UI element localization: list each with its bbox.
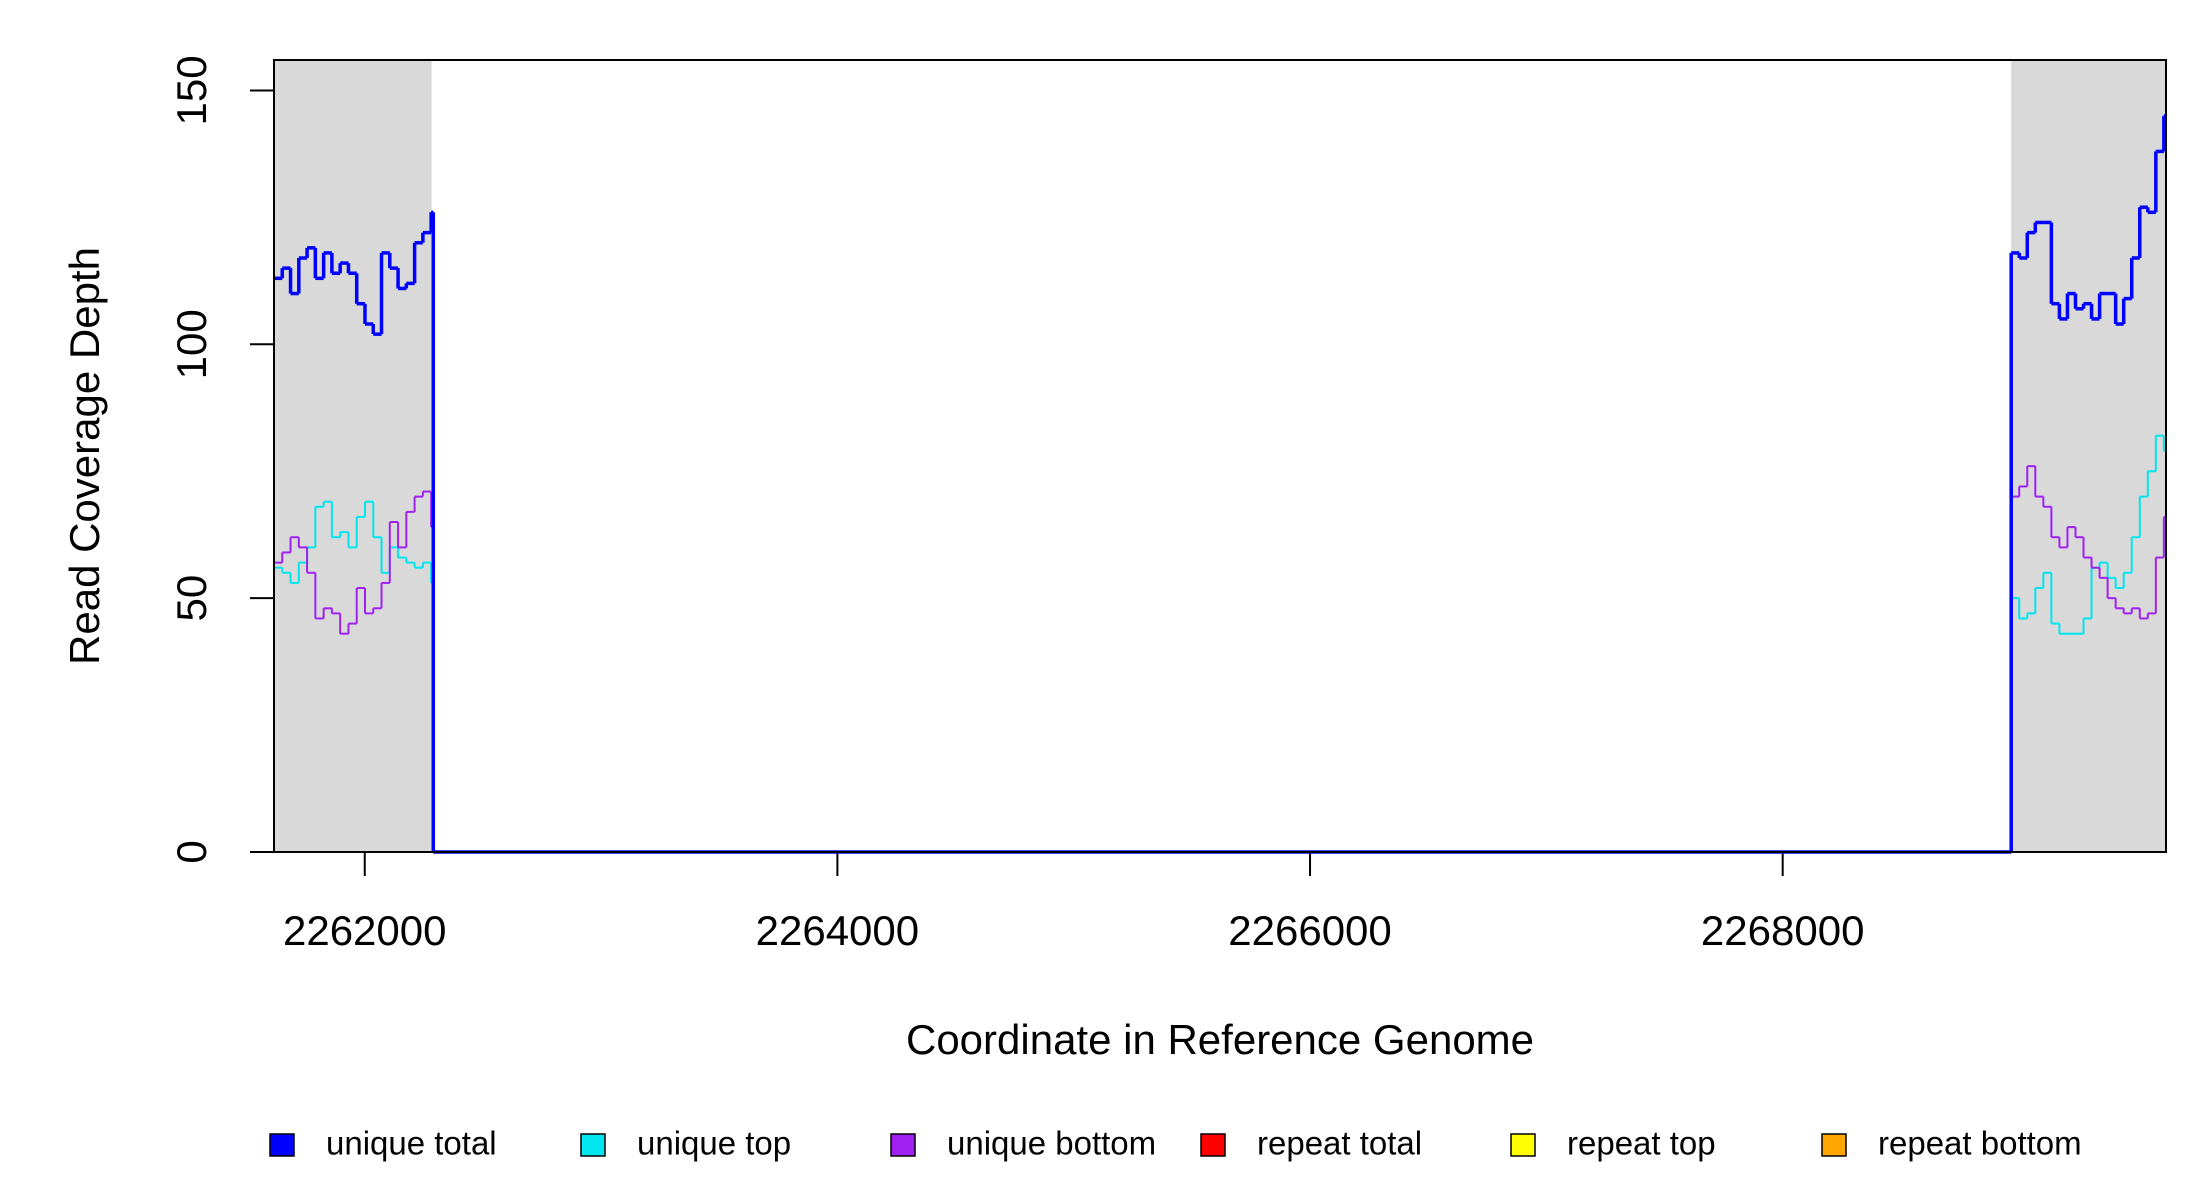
y-tick-label: 50 <box>168 575 215 622</box>
legend-label: repeat total <box>1257 1125 1422 1162</box>
y-tick-label: 100 <box>168 309 215 379</box>
legend-swatch <box>580 1133 606 1157</box>
legend-swatch <box>1200 1133 1226 1157</box>
legend-label: repeat bottom <box>1878 1125 2082 1162</box>
plot-frame <box>273 59 2167 853</box>
legend-label: unique bottom <box>947 1125 1156 1162</box>
series-line <box>274 114 2166 854</box>
x-axis-label: Coordinate in Reference Genome <box>906 1016 1534 1063</box>
series-line <box>274 434 2166 853</box>
legend-swatch <box>269 1133 295 1157</box>
x-tick-label: 2266000 <box>1228 907 1392 954</box>
series-line <box>274 465 2166 853</box>
legend-swatch <box>1510 1133 1536 1157</box>
step-riser <box>281 466 2165 852</box>
shaded-region <box>2011 60 2166 852</box>
shaded-region <box>274 60 432 852</box>
legend-label: repeat top <box>1567 1125 1716 1162</box>
legend-swatch <box>1821 1133 1847 1157</box>
x-tick-label: 2268000 <box>1701 907 1865 954</box>
y-tick-label: 150 <box>168 55 215 125</box>
legend-label: unique top <box>637 1125 791 1162</box>
x-tick-label: 2264000 <box>756 907 920 954</box>
step-riser <box>281 435 2165 852</box>
x-tick-label: 2262000 <box>283 907 447 954</box>
y-tick-label: 0 <box>168 840 215 863</box>
step-riser <box>280 115 2166 852</box>
legend-label: unique total <box>326 1125 497 1162</box>
legend-swatch <box>890 1133 916 1157</box>
y-axis-label: Read Coverage Depth <box>61 247 108 665</box>
